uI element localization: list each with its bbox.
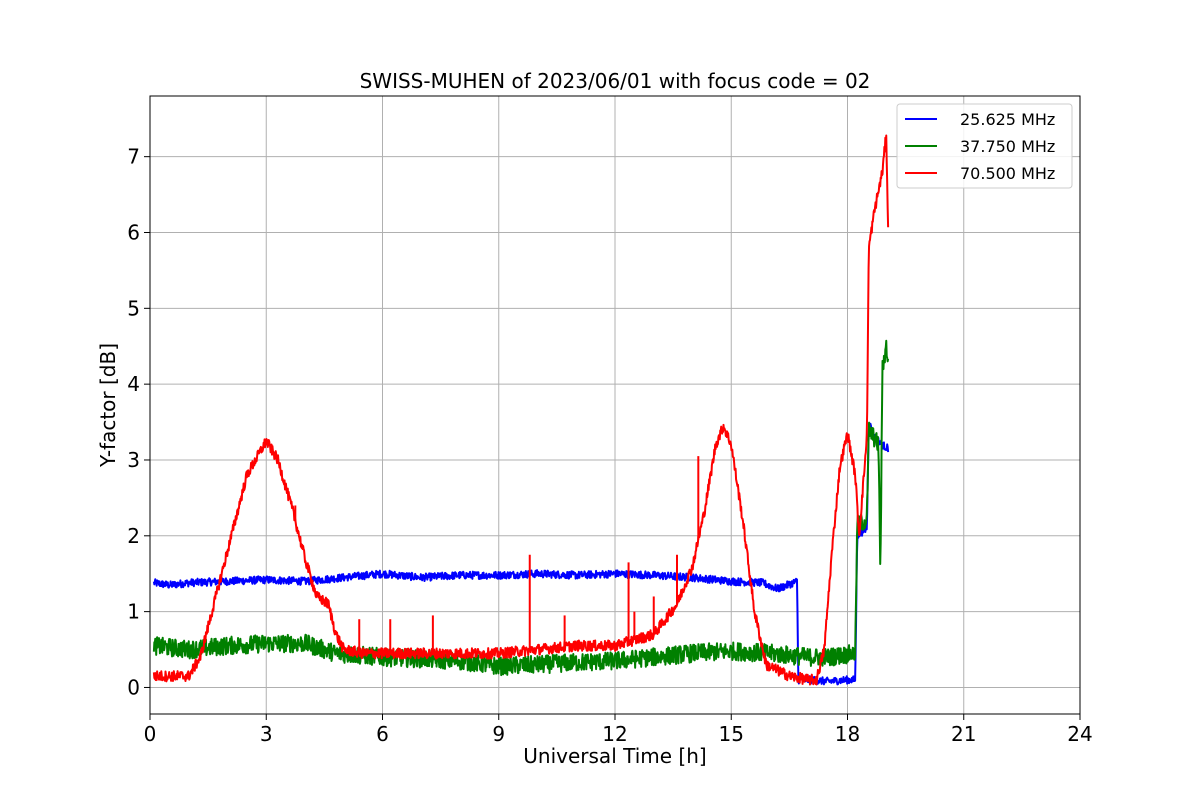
x-tick-label: 6 xyxy=(376,722,389,746)
y-axis: 0 1 2 3 4 5 6 7 xyxy=(127,145,150,699)
y-tick-label: 5 xyxy=(127,296,140,320)
x-tick-label: 15 xyxy=(719,722,744,746)
series-1 xyxy=(152,339,890,677)
x-tick-label: 18 xyxy=(835,722,860,746)
series-2 xyxy=(152,134,890,686)
series-line xyxy=(152,422,890,686)
y-axis-label: Y-factor [dB] xyxy=(96,343,120,468)
x-tick-label: 0 xyxy=(144,722,157,746)
legend-box xyxy=(896,103,1073,189)
x-axis-label: Universal Time [h] xyxy=(523,744,706,768)
y-tick-label: 0 xyxy=(127,675,140,699)
x-tick-label: 24 xyxy=(1067,722,1092,746)
legend: 25.625 MHz 37.750 MHz 70.500 MHz xyxy=(896,103,1073,189)
x-axis: 0 3 6 9 12 15 18 21 24 xyxy=(144,714,1093,746)
series-line xyxy=(152,134,890,686)
x-tick-label: 21 xyxy=(951,722,976,746)
legend-label: 37.750 MHz xyxy=(960,137,1055,156)
y-tick-label: 6 xyxy=(127,220,140,244)
x-tick-label: 9 xyxy=(492,722,505,746)
chart-title: SWISS-MUHEN of 2023/06/01 with focus cod… xyxy=(360,69,871,93)
series-line xyxy=(152,339,890,677)
legend-label: 25.625 MHz xyxy=(960,110,1055,129)
y-tick-label: 1 xyxy=(127,600,140,624)
series-0 xyxy=(152,422,890,686)
legend-label: 70.500 MHz xyxy=(960,164,1055,183)
series-group xyxy=(152,134,890,686)
y-tick-label: 4 xyxy=(127,372,140,396)
y-tick-label: 3 xyxy=(127,448,140,472)
x-tick-label: 12 xyxy=(602,722,627,746)
x-tick-label: 3 xyxy=(260,722,273,746)
y-tick-label: 2 xyxy=(127,524,140,548)
y-tick-label: 7 xyxy=(127,145,140,169)
